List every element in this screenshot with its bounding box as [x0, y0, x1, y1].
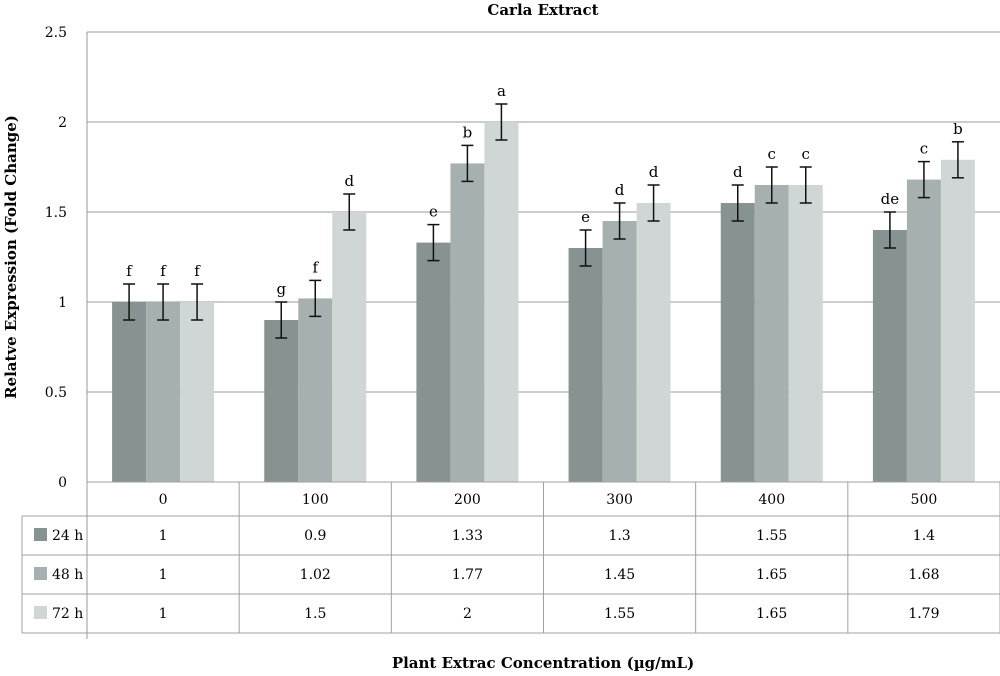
- bar: [754, 185, 789, 482]
- bar: [112, 302, 147, 482]
- y-tick-label: 0: [58, 475, 67, 491]
- y-tick-label: 1.5: [45, 205, 67, 221]
- x-tick-label: 0: [159, 492, 168, 508]
- data-label: 1.55: [604, 606, 635, 622]
- significance-letter: d: [733, 163, 743, 181]
- significance-letter: d: [649, 163, 659, 181]
- y-tick-label: 2.5: [45, 25, 67, 41]
- data-label: 1.65: [756, 606, 787, 622]
- bar: [416, 242, 451, 482]
- data-label: 1: [159, 567, 168, 583]
- bar: [872, 230, 907, 482]
- legend-swatch: [34, 528, 47, 541]
- significance-letter: de: [881, 190, 900, 208]
- data-label: 1.65: [756, 567, 787, 583]
- data-label: 1.79: [908, 606, 939, 622]
- data-label: 1.33: [452, 528, 483, 544]
- bar: [940, 159, 975, 483]
- significance-letter: e: [429, 203, 438, 221]
- bar: [264, 320, 299, 482]
- bar: [636, 203, 671, 482]
- data-label: 1.3: [608, 528, 630, 544]
- legend-swatch: [34, 606, 47, 619]
- legend-swatch: [34, 567, 47, 580]
- legend-label: 72 h: [52, 606, 83, 622]
- significance-letter: f: [126, 262, 133, 280]
- significance-letter: a: [497, 82, 506, 100]
- significance-letter: c: [768, 145, 776, 163]
- data-label: 1.68: [908, 567, 939, 583]
- x-tick-label: 500: [911, 492, 938, 508]
- data-label: 1.77: [452, 567, 483, 583]
- x-tick-label: 200: [454, 492, 481, 508]
- y-tick-label: 1: [58, 295, 67, 311]
- bar: [298, 298, 333, 482]
- significance-letter: b: [953, 120, 963, 138]
- data-label: 0.9: [304, 528, 326, 544]
- bar: [788, 185, 823, 482]
- x-tick-label: 100: [302, 492, 329, 508]
- data-label: 1: [159, 606, 168, 622]
- data-label: 1.5: [304, 606, 326, 622]
- x-tick-label: 300: [606, 492, 633, 508]
- data-label: 1.02: [300, 567, 331, 583]
- x-axis-label: Plant Extrac Concentration (µg/mL): [392, 654, 694, 672]
- y-tick-label: 2: [58, 115, 67, 131]
- significance-letter: b: [463, 123, 473, 141]
- bar: [906, 179, 941, 482]
- significance-letter: e: [581, 208, 590, 226]
- data-label: 1.45: [604, 567, 635, 583]
- legend-label: 48 h: [52, 567, 83, 583]
- bar: [484, 122, 519, 482]
- significance-letter: f: [312, 258, 319, 276]
- data-label: 1: [159, 528, 168, 544]
- chart-title: Carla Extract: [487, 1, 598, 19]
- y-axis-label: Relatve Expression (Fold Change): [2, 115, 20, 399]
- y-tick-label: 0.5: [45, 385, 67, 401]
- significance-letter: c: [920, 140, 928, 158]
- bar: [450, 163, 485, 482]
- significance-letter: d: [615, 181, 625, 199]
- data-label: 1.55: [756, 528, 787, 544]
- bar: [332, 212, 367, 482]
- bar: [180, 302, 215, 482]
- bar: [720, 203, 755, 482]
- data-label: 2: [463, 606, 472, 622]
- significance-letter: g: [276, 280, 286, 298]
- x-tick-label: 400: [758, 492, 785, 508]
- bar: [146, 302, 181, 482]
- significance-letter: f: [194, 262, 201, 280]
- significance-letter: c: [802, 145, 810, 163]
- significance-letter: f: [160, 262, 167, 280]
- legend-label: 24 h: [52, 528, 83, 544]
- significance-letter: d: [344, 172, 354, 190]
- bar: [602, 221, 637, 482]
- bar: [568, 248, 603, 482]
- data-label: 1.4: [913, 528, 935, 544]
